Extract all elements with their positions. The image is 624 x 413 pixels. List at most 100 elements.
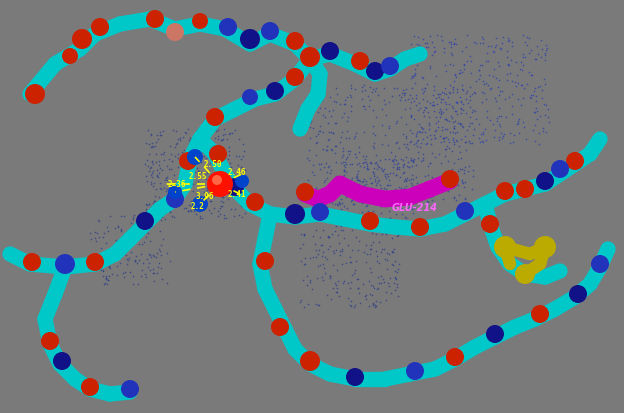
Point (451, 100, 461, 106)
Point (519, 86, 529, 93)
Point (348, 247, 358, 254)
Point (192, 204, 202, 210)
Point (147, 223, 157, 230)
Point (518, 120, 528, 126)
Point (374, 182, 384, 189)
Point (419, 52, 429, 59)
Point (135, 222, 145, 228)
Point (423, 172, 433, 178)
Point (167, 158, 177, 165)
Point (411, 140, 421, 147)
Point (492, 118, 502, 125)
Point (351, 276, 361, 282)
Circle shape (72, 30, 92, 50)
Point (165, 166, 175, 173)
Point (399, 185, 409, 192)
Point (212, 168, 222, 174)
Point (149, 252, 158, 259)
Point (353, 285, 363, 292)
Point (306, 192, 316, 199)
Point (423, 163, 433, 170)
Point (345, 148, 355, 155)
Point (447, 52, 457, 59)
Point (326, 129, 336, 135)
Point (299, 232, 309, 239)
Point (311, 247, 321, 254)
Point (336, 228, 346, 234)
Point (224, 153, 234, 159)
Point (359, 182, 369, 189)
Point (451, 109, 461, 115)
Text: 2.2: 2.2 (191, 202, 205, 211)
Point (215, 205, 225, 212)
Point (299, 261, 309, 267)
Point (519, 52, 529, 59)
Point (465, 94, 475, 100)
Point (392, 281, 402, 287)
Point (416, 125, 426, 131)
Point (409, 189, 419, 196)
Point (391, 161, 401, 168)
Circle shape (209, 146, 227, 164)
Point (446, 90, 456, 97)
Circle shape (494, 236, 516, 259)
Point (383, 173, 393, 180)
Circle shape (536, 173, 554, 190)
Point (386, 183, 396, 189)
Point (439, 90, 449, 97)
Point (394, 174, 404, 181)
Point (149, 180, 159, 187)
Point (306, 83, 316, 90)
Point (203, 133, 213, 140)
Point (377, 216, 387, 223)
Point (442, 143, 452, 150)
Point (422, 41, 432, 47)
Point (384, 100, 394, 106)
Point (132, 260, 142, 267)
Point (380, 101, 390, 108)
Point (402, 223, 412, 230)
Point (335, 201, 345, 207)
Point (517, 68, 527, 74)
Point (381, 297, 391, 303)
Point (322, 147, 332, 154)
Point (233, 162, 243, 169)
Point (434, 94, 444, 101)
Point (370, 177, 380, 183)
Point (296, 297, 306, 303)
Point (520, 40, 530, 46)
Point (164, 189, 174, 195)
Point (455, 95, 465, 101)
Point (323, 233, 333, 240)
Point (328, 285, 338, 292)
Point (342, 183, 352, 190)
Point (411, 93, 421, 99)
Point (170, 183, 180, 190)
Point (168, 214, 178, 221)
Point (380, 256, 390, 263)
Point (397, 211, 407, 218)
Point (223, 190, 233, 197)
Point (104, 263, 114, 269)
Point (200, 131, 210, 137)
Point (353, 225, 363, 231)
Point (420, 85, 430, 92)
Point (431, 74, 441, 81)
Point (231, 153, 241, 159)
Point (224, 148, 234, 155)
Point (444, 118, 454, 125)
Point (323, 164, 333, 171)
Point (322, 175, 332, 181)
Point (387, 226, 397, 233)
Point (428, 194, 438, 200)
Point (361, 178, 371, 185)
Point (451, 197, 461, 203)
Point (385, 275, 395, 281)
Circle shape (242, 90, 258, 106)
Point (530, 110, 540, 116)
Point (462, 33, 472, 40)
Point (343, 280, 353, 287)
Point (541, 102, 551, 109)
Point (320, 106, 330, 112)
Point (122, 256, 132, 263)
